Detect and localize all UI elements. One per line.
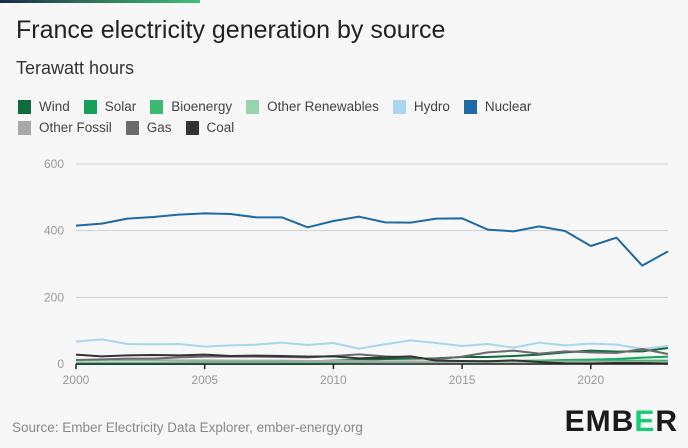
x-tick-label: 2015 — [449, 373, 476, 387]
x-tick-label: 2020 — [577, 373, 604, 387]
legend-swatch — [392, 100, 406, 114]
legend-label: Other Renewables — [267, 99, 379, 114]
legend: Wind Solar Bioenergy Other Renewables Hydro N… — [18, 98, 638, 140]
legend-label: Nuclear — [484, 99, 532, 114]
series-line-hydro — [75, 338, 669, 350]
legend-label: Solar — [104, 99, 137, 114]
legend-swatch — [18, 121, 31, 135]
legend-swatch — [463, 100, 477, 114]
legend-item-nuclear[interactable]: Nuclear — [463, 98, 532, 116]
accent-bar — [0, 0, 200, 3]
y-tick-label: 600 — [44, 157, 64, 171]
legend-swatch — [18, 100, 31, 114]
legend-label: Coal — [206, 120, 235, 135]
x-tick-label: 2000 — [63, 373, 90, 387]
legend-swatch — [83, 100, 97, 114]
legend-swatch — [185, 121, 199, 135]
legend-item-hydro[interactable]: Hydro — [392, 98, 450, 116]
legend-swatch — [246, 100, 260, 114]
legend-swatch — [150, 100, 164, 114]
x-tick-label: 2005 — [191, 373, 218, 387]
ember-logo: EMBER — [564, 405, 678, 438]
y-tick-label: 0 — [57, 357, 64, 371]
legend-item-coal[interactable]: Coal — [185, 119, 235, 137]
series-line-gas — [75, 348, 669, 361]
source-note: Source: Ember Electricity Data Explorer,… — [12, 420, 363, 435]
series-line-other-fossil — [76, 359, 669, 364]
legend-swatch — [125, 121, 139, 135]
x-tick-label: 2010 — [320, 373, 347, 387]
legend-item-other-renewables[interactable]: Other Renewables — [246, 98, 379, 116]
series-line-nuclear — [75, 212, 669, 267]
legend-label: Other Fossil — [39, 120, 112, 135]
legend-label: Gas — [146, 120, 172, 135]
y-tick-label: 400 — [44, 224, 64, 238]
line-chart: 0 200 400 600 2000 2005 2010 2015 2020 — [44, 157, 669, 387]
legend-item-bioenergy[interactable]: Bioenergy — [150, 98, 232, 116]
legend-item-other-fossil[interactable]: Other Fossil — [18, 119, 112, 137]
legend-label: Hydro — [413, 99, 450, 114]
chart-subtitle: Terawatt hours — [16, 58, 135, 78]
legend-label: Bioenergy — [171, 99, 233, 114]
legend-item-solar[interactable]: Solar — [83, 98, 137, 116]
legend-item-wind[interactable]: Wind — [18, 98, 70, 116]
legend-item-gas[interactable]: Gas — [125, 119, 172, 137]
chart-title: France electricity generation by source — [16, 16, 446, 44]
legend-label: Wind — [39, 99, 70, 114]
y-tick-label: 200 — [44, 290, 64, 304]
